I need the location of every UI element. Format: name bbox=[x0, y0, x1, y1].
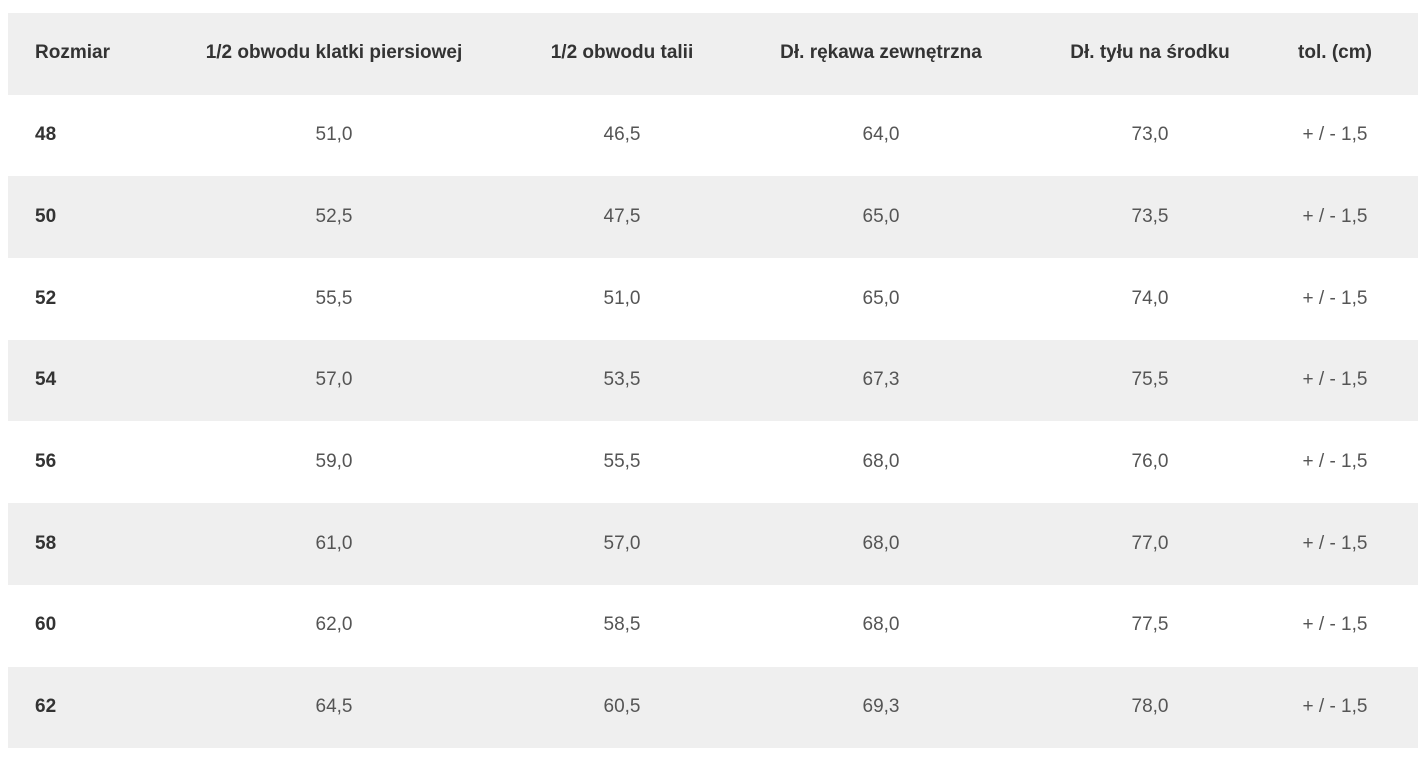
table-row: 60 62,0 58,5 68,0 77,5 + / - 1,5 bbox=[8, 584, 1418, 667]
table-row: 58 61,0 57,0 68,0 77,0 + / - 1,5 bbox=[8, 503, 1418, 585]
header-cell: 1/2 obwodu klatki piersiowej bbox=[205, 42, 463, 64]
table-cell: 59,0 bbox=[315, 450, 353, 472]
table-cell: + / - 1,5 bbox=[1302, 532, 1368, 554]
table-cell: 55,5 bbox=[603, 450, 641, 472]
table-cell: 69,3 bbox=[862, 695, 900, 717]
size-table: Rozmiar 1/2 obwodu klatki piersiowej 1/2 o… bbox=[8, 13, 1418, 749]
table-row: 50 52,5 47,5 65,0 73,5 + / - 1,5 bbox=[8, 176, 1418, 259]
table-cell: 73,5 bbox=[1131, 205, 1169, 227]
table-cell: 47,5 bbox=[603, 205, 641, 227]
table-row: 52 55,5 51,0 65,0 74,0 + / - 1,5 bbox=[8, 258, 1418, 340]
table-cell: 57,0 bbox=[315, 369, 353, 391]
table-cell: 77,5 bbox=[1131, 614, 1169, 636]
table-row: 56 59,0 55,5 68,0 76,0 + / - 1,5 bbox=[8, 421, 1418, 504]
table-cell: 62,0 bbox=[315, 614, 353, 636]
header-cell: Dł. rękawa zewnętrzna bbox=[780, 42, 982, 64]
size-cell: 50 bbox=[35, 205, 57, 227]
size-cell: 60 bbox=[35, 614, 57, 636]
table-cell: 67,3 bbox=[862, 369, 900, 391]
table-cell: 75,5 bbox=[1131, 369, 1169, 391]
table-cell: + / - 1,5 bbox=[1302, 369, 1368, 391]
size-cell: 62 bbox=[35, 695, 57, 717]
table-row: 54 57,0 53,5 67,3 75,5 + / - 1,5 bbox=[8, 339, 1418, 422]
table-cell: 78,0 bbox=[1131, 695, 1169, 717]
table-row: 62 64,5 60,5 69,3 78,0 + / - 1,5 bbox=[8, 666, 1418, 749]
table-cell: 55,5 bbox=[315, 287, 353, 309]
size-table-container: Rozmiar 1/2 obwodu klatki piersiowej 1/2 o… bbox=[8, 13, 1418, 749]
table-cell: 73,0 bbox=[1131, 124, 1169, 146]
table-cell: 60,5 bbox=[603, 695, 641, 717]
table-cell: 68,0 bbox=[862, 614, 900, 636]
header-cell: 1/2 obwodu talii bbox=[550, 42, 694, 64]
table-cell: + / - 1,5 bbox=[1302, 124, 1368, 146]
table-cell: 53,5 bbox=[603, 369, 641, 391]
table-cell: 68,0 bbox=[862, 450, 900, 472]
table-cell: + / - 1,5 bbox=[1302, 450, 1368, 472]
table-cell: 46,5 bbox=[603, 124, 641, 146]
table-cell: 68,0 bbox=[862, 532, 900, 554]
table-cell: 64,0 bbox=[862, 124, 900, 146]
table-cell: 58,5 bbox=[603, 614, 641, 636]
table-cell: 64,5 bbox=[315, 695, 353, 717]
table-cell: + / - 1,5 bbox=[1302, 287, 1368, 309]
header-cell: Rozmiar bbox=[35, 42, 110, 64]
table-header-row: Rozmiar 1/2 obwodu klatki piersiowej 1/2 o… bbox=[8, 13, 1418, 95]
table-cell: 57,0 bbox=[603, 532, 641, 554]
table-cell: 65,0 bbox=[862, 205, 900, 227]
size-cell: 56 bbox=[35, 450, 57, 472]
table-cell: 51,0 bbox=[315, 124, 353, 146]
header-cell: Dł. tyłu na środku bbox=[1070, 42, 1230, 64]
size-cell: 54 bbox=[35, 369, 57, 391]
size-cell: 58 bbox=[35, 532, 57, 554]
table-cell: 77,0 bbox=[1131, 532, 1169, 554]
table-cell: 74,0 bbox=[1131, 287, 1169, 309]
size-cell: 52 bbox=[35, 287, 57, 309]
table-row: 48 51,0 46,5 64,0 73,0 + / - 1,5 bbox=[8, 94, 1418, 177]
table-cell: + / - 1,5 bbox=[1302, 205, 1368, 227]
table-cell: + / - 1,5 bbox=[1302, 695, 1368, 717]
table-cell: 65,0 bbox=[862, 287, 900, 309]
table-cell: 52,5 bbox=[315, 205, 353, 227]
header-cell: tol. (cm) bbox=[1298, 42, 1372, 64]
size-cell: 48 bbox=[35, 124, 57, 146]
table-cell: 51,0 bbox=[603, 287, 641, 309]
table-cell: + / - 1,5 bbox=[1302, 614, 1368, 636]
table-cell: 61,0 bbox=[315, 532, 353, 554]
table-cell: 76,0 bbox=[1131, 450, 1169, 472]
